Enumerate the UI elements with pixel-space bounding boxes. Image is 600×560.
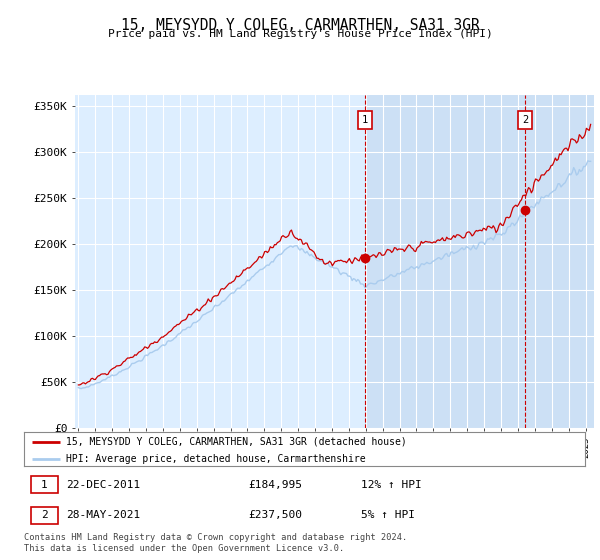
Text: £237,500: £237,500 — [248, 510, 302, 520]
Text: 5% ↑ HPI: 5% ↑ HPI — [361, 510, 415, 520]
Text: 12% ↑ HPI: 12% ↑ HPI — [361, 480, 421, 490]
Text: £184,995: £184,995 — [248, 480, 302, 490]
Text: 2: 2 — [41, 510, 47, 520]
FancyBboxPatch shape — [31, 507, 58, 524]
Text: 22-DEC-2011: 22-DEC-2011 — [66, 480, 140, 490]
Text: 1: 1 — [41, 480, 47, 490]
Text: HPI: Average price, detached house, Carmarthenshire: HPI: Average price, detached house, Carm… — [66, 454, 366, 464]
Text: 1: 1 — [362, 115, 368, 125]
Text: 2: 2 — [522, 115, 528, 125]
Text: 28-MAY-2021: 28-MAY-2021 — [66, 510, 140, 520]
FancyBboxPatch shape — [31, 477, 58, 493]
Text: 15, MEYSYDD Y COLEG, CARMARTHEN, SA31 3GR: 15, MEYSYDD Y COLEG, CARMARTHEN, SA31 3G… — [121, 18, 479, 33]
Text: Contains HM Land Registry data © Crown copyright and database right 2024.
This d: Contains HM Land Registry data © Crown c… — [24, 533, 407, 553]
Text: 15, MEYSYDD Y COLEG, CARMARTHEN, SA31 3GR (detached house): 15, MEYSYDD Y COLEG, CARMARTHEN, SA31 3G… — [66, 437, 407, 447]
Bar — [365, 95, 594, 428]
Text: Price paid vs. HM Land Registry's House Price Index (HPI): Price paid vs. HM Land Registry's House … — [107, 29, 493, 39]
